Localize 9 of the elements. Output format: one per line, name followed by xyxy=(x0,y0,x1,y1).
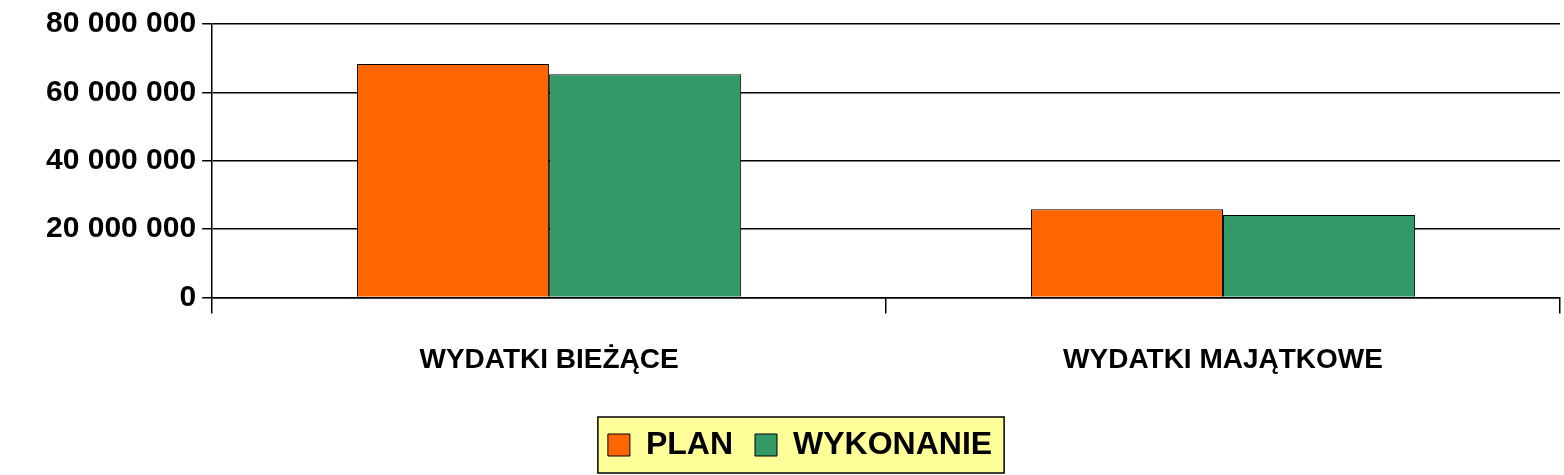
x-tick-label: WYDATKI MAJĄTKOWE xyxy=(1063,342,1383,374)
legend-label: WYKONANIE xyxy=(793,424,993,461)
x-tick-label: WYDATKI BIEŻĄCE xyxy=(419,342,679,374)
y-tick-label: 0 xyxy=(179,278,197,312)
y-tick-label: 40 000 000 xyxy=(45,141,197,175)
legend-label: PLAN xyxy=(645,424,733,461)
y-tick-label: 60 000 000 xyxy=(45,73,197,107)
y-tick-label: 80 000 000 xyxy=(45,5,197,39)
y-tick-label: 20 000 000 xyxy=(45,210,197,244)
